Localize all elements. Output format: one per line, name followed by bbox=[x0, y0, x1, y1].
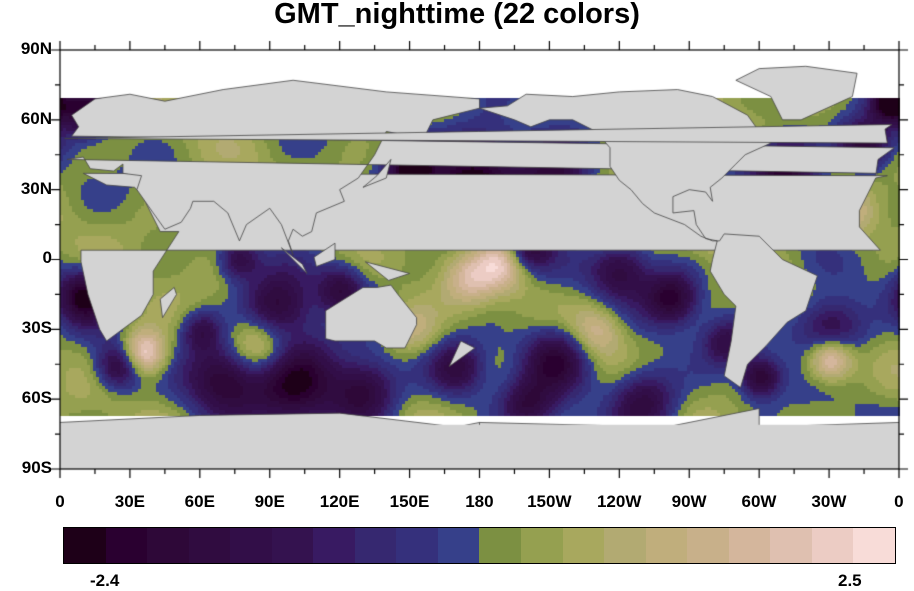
colorbar bbox=[63, 527, 896, 564]
x-tick-label: 0 bbox=[55, 492, 65, 511]
y-tick-label: 0 bbox=[42, 248, 52, 268]
colorbar-swatch bbox=[604, 528, 646, 563]
x-tick-label: 120W bbox=[596, 492, 642, 511]
y-tick-label: 90N bbox=[20, 39, 52, 58]
x-tick-label: 30W bbox=[811, 492, 847, 511]
colorbar-swatch bbox=[188, 528, 231, 563]
colorbar-swatch bbox=[853, 528, 895, 563]
colorbar-swatch bbox=[811, 528, 854, 563]
map-plot bbox=[0, 0, 914, 520]
colorbar-swatch bbox=[105, 528, 148, 563]
colorbar-swatch bbox=[147, 528, 189, 563]
y-tick-label: 90S bbox=[21, 457, 52, 477]
colorbar-swatch bbox=[562, 528, 605, 563]
x-tick-label: 120E bbox=[319, 492, 360, 511]
colorbar-swatch bbox=[645, 528, 688, 563]
colorbar-swatch bbox=[728, 528, 771, 563]
colorbar-swatch bbox=[396, 528, 438, 563]
y-tick-label: 30S bbox=[21, 318, 52, 338]
colorbar-swatch bbox=[64, 528, 106, 563]
y-tick-label: 30N bbox=[20, 178, 52, 198]
colorbar-swatch bbox=[770, 528, 812, 563]
x-tick-label: 0 bbox=[894, 492, 904, 511]
x-tick-label: 150E bbox=[389, 492, 430, 511]
y-tick-label: 60S bbox=[21, 388, 52, 407]
colorbar-swatch bbox=[271, 528, 314, 563]
x-tick-label: 180 bbox=[465, 492, 494, 511]
x-tick-label: 60E bbox=[184, 492, 215, 511]
colorbar-swatch bbox=[521, 528, 563, 563]
colorbar-swatch bbox=[479, 528, 522, 563]
x-tick-label: 150W bbox=[527, 492, 572, 511]
colorbar-swatch bbox=[354, 528, 397, 563]
x-tick-label: 90W bbox=[671, 492, 707, 511]
x-tick-label: 30E bbox=[114, 492, 146, 511]
plot-title: GMT_nighttime (22 colors) bbox=[274, 0, 640, 30]
colorbar-max-label: 2.5 bbox=[838, 571, 862, 590]
y-tick-label: 60N bbox=[20, 108, 52, 128]
colorbar-swatch bbox=[437, 528, 480, 563]
colorbar-swatch bbox=[313, 528, 355, 563]
colorbar-swatch bbox=[687, 528, 729, 563]
colorbar-swatch bbox=[230, 528, 272, 563]
x-tick-label: 60W bbox=[741, 492, 777, 511]
x-tick-label: 90E bbox=[254, 492, 285, 511]
colorbar-min-label: -2.4 bbox=[90, 571, 120, 590]
